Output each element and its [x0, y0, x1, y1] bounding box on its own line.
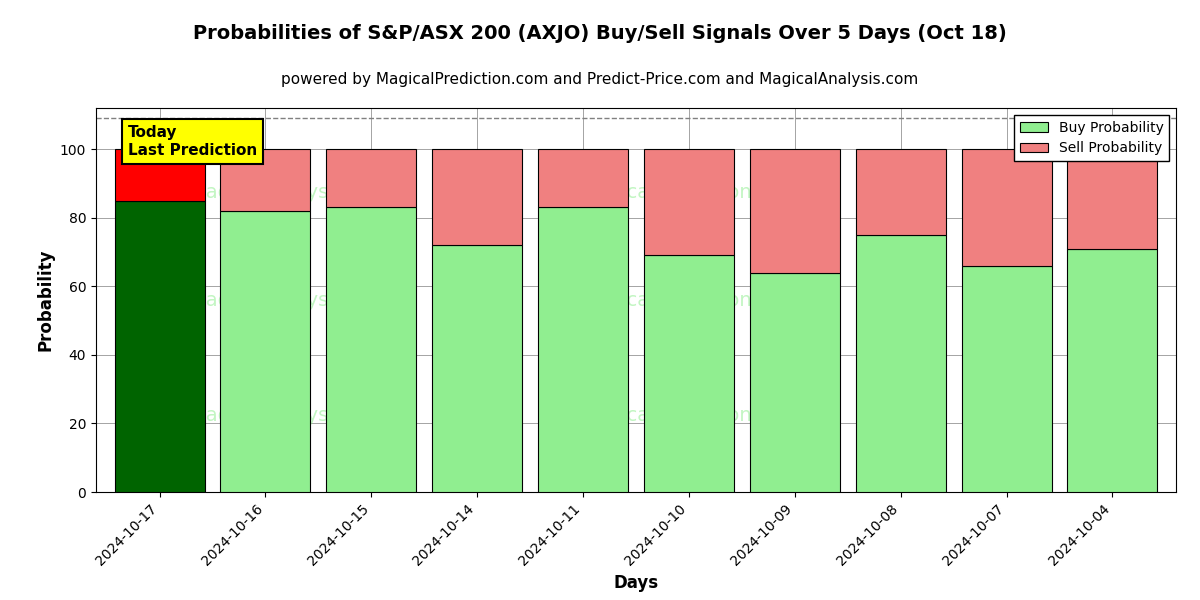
- Bar: [221, 149, 311, 211]
- Text: MagicalAnalysis.com: MagicalAnalysis.com: [190, 183, 391, 202]
- Legend: Buy Probability, Sell Probability: Buy Probability, Sell Probability: [1014, 115, 1169, 161]
- Bar: [750, 272, 840, 492]
- Bar: [961, 149, 1051, 266]
- Bar: [644, 256, 734, 492]
- Text: MagicalAnalysis.com: MagicalAnalysis.com: [190, 290, 391, 310]
- Bar: [326, 149, 416, 208]
- Bar: [750, 149, 840, 272]
- Bar: [114, 200, 204, 492]
- Bar: [538, 208, 628, 492]
- Bar: [326, 208, 416, 492]
- Text: MagicalPrediction.com: MagicalPrediction.com: [581, 406, 799, 425]
- Bar: [856, 149, 946, 235]
- Text: MagicalAnalysis.com: MagicalAnalysis.com: [190, 406, 391, 425]
- X-axis label: Days: Days: [613, 574, 659, 592]
- Bar: [856, 235, 946, 492]
- Bar: [432, 149, 522, 245]
- Bar: [644, 149, 734, 256]
- Text: Probabilities of S&P/ASX 200 (AXJO) Buy/Sell Signals Over 5 Days (Oct 18): Probabilities of S&P/ASX 200 (AXJO) Buy/…: [193, 24, 1007, 43]
- Bar: [1068, 248, 1158, 492]
- Text: Today
Last Prediction: Today Last Prediction: [127, 125, 257, 158]
- Bar: [1068, 149, 1158, 248]
- Bar: [221, 211, 311, 492]
- Text: powered by MagicalPrediction.com and Predict-Price.com and MagicalAnalysis.com: powered by MagicalPrediction.com and Pre…: [281, 72, 919, 87]
- Bar: [432, 245, 522, 492]
- Text: MagicalPrediction.com: MagicalPrediction.com: [581, 290, 799, 310]
- Bar: [114, 149, 204, 200]
- Bar: [538, 149, 628, 208]
- Bar: [961, 266, 1051, 492]
- Y-axis label: Probability: Probability: [36, 249, 54, 351]
- Text: MagicalPrediction.com: MagicalPrediction.com: [581, 183, 799, 202]
